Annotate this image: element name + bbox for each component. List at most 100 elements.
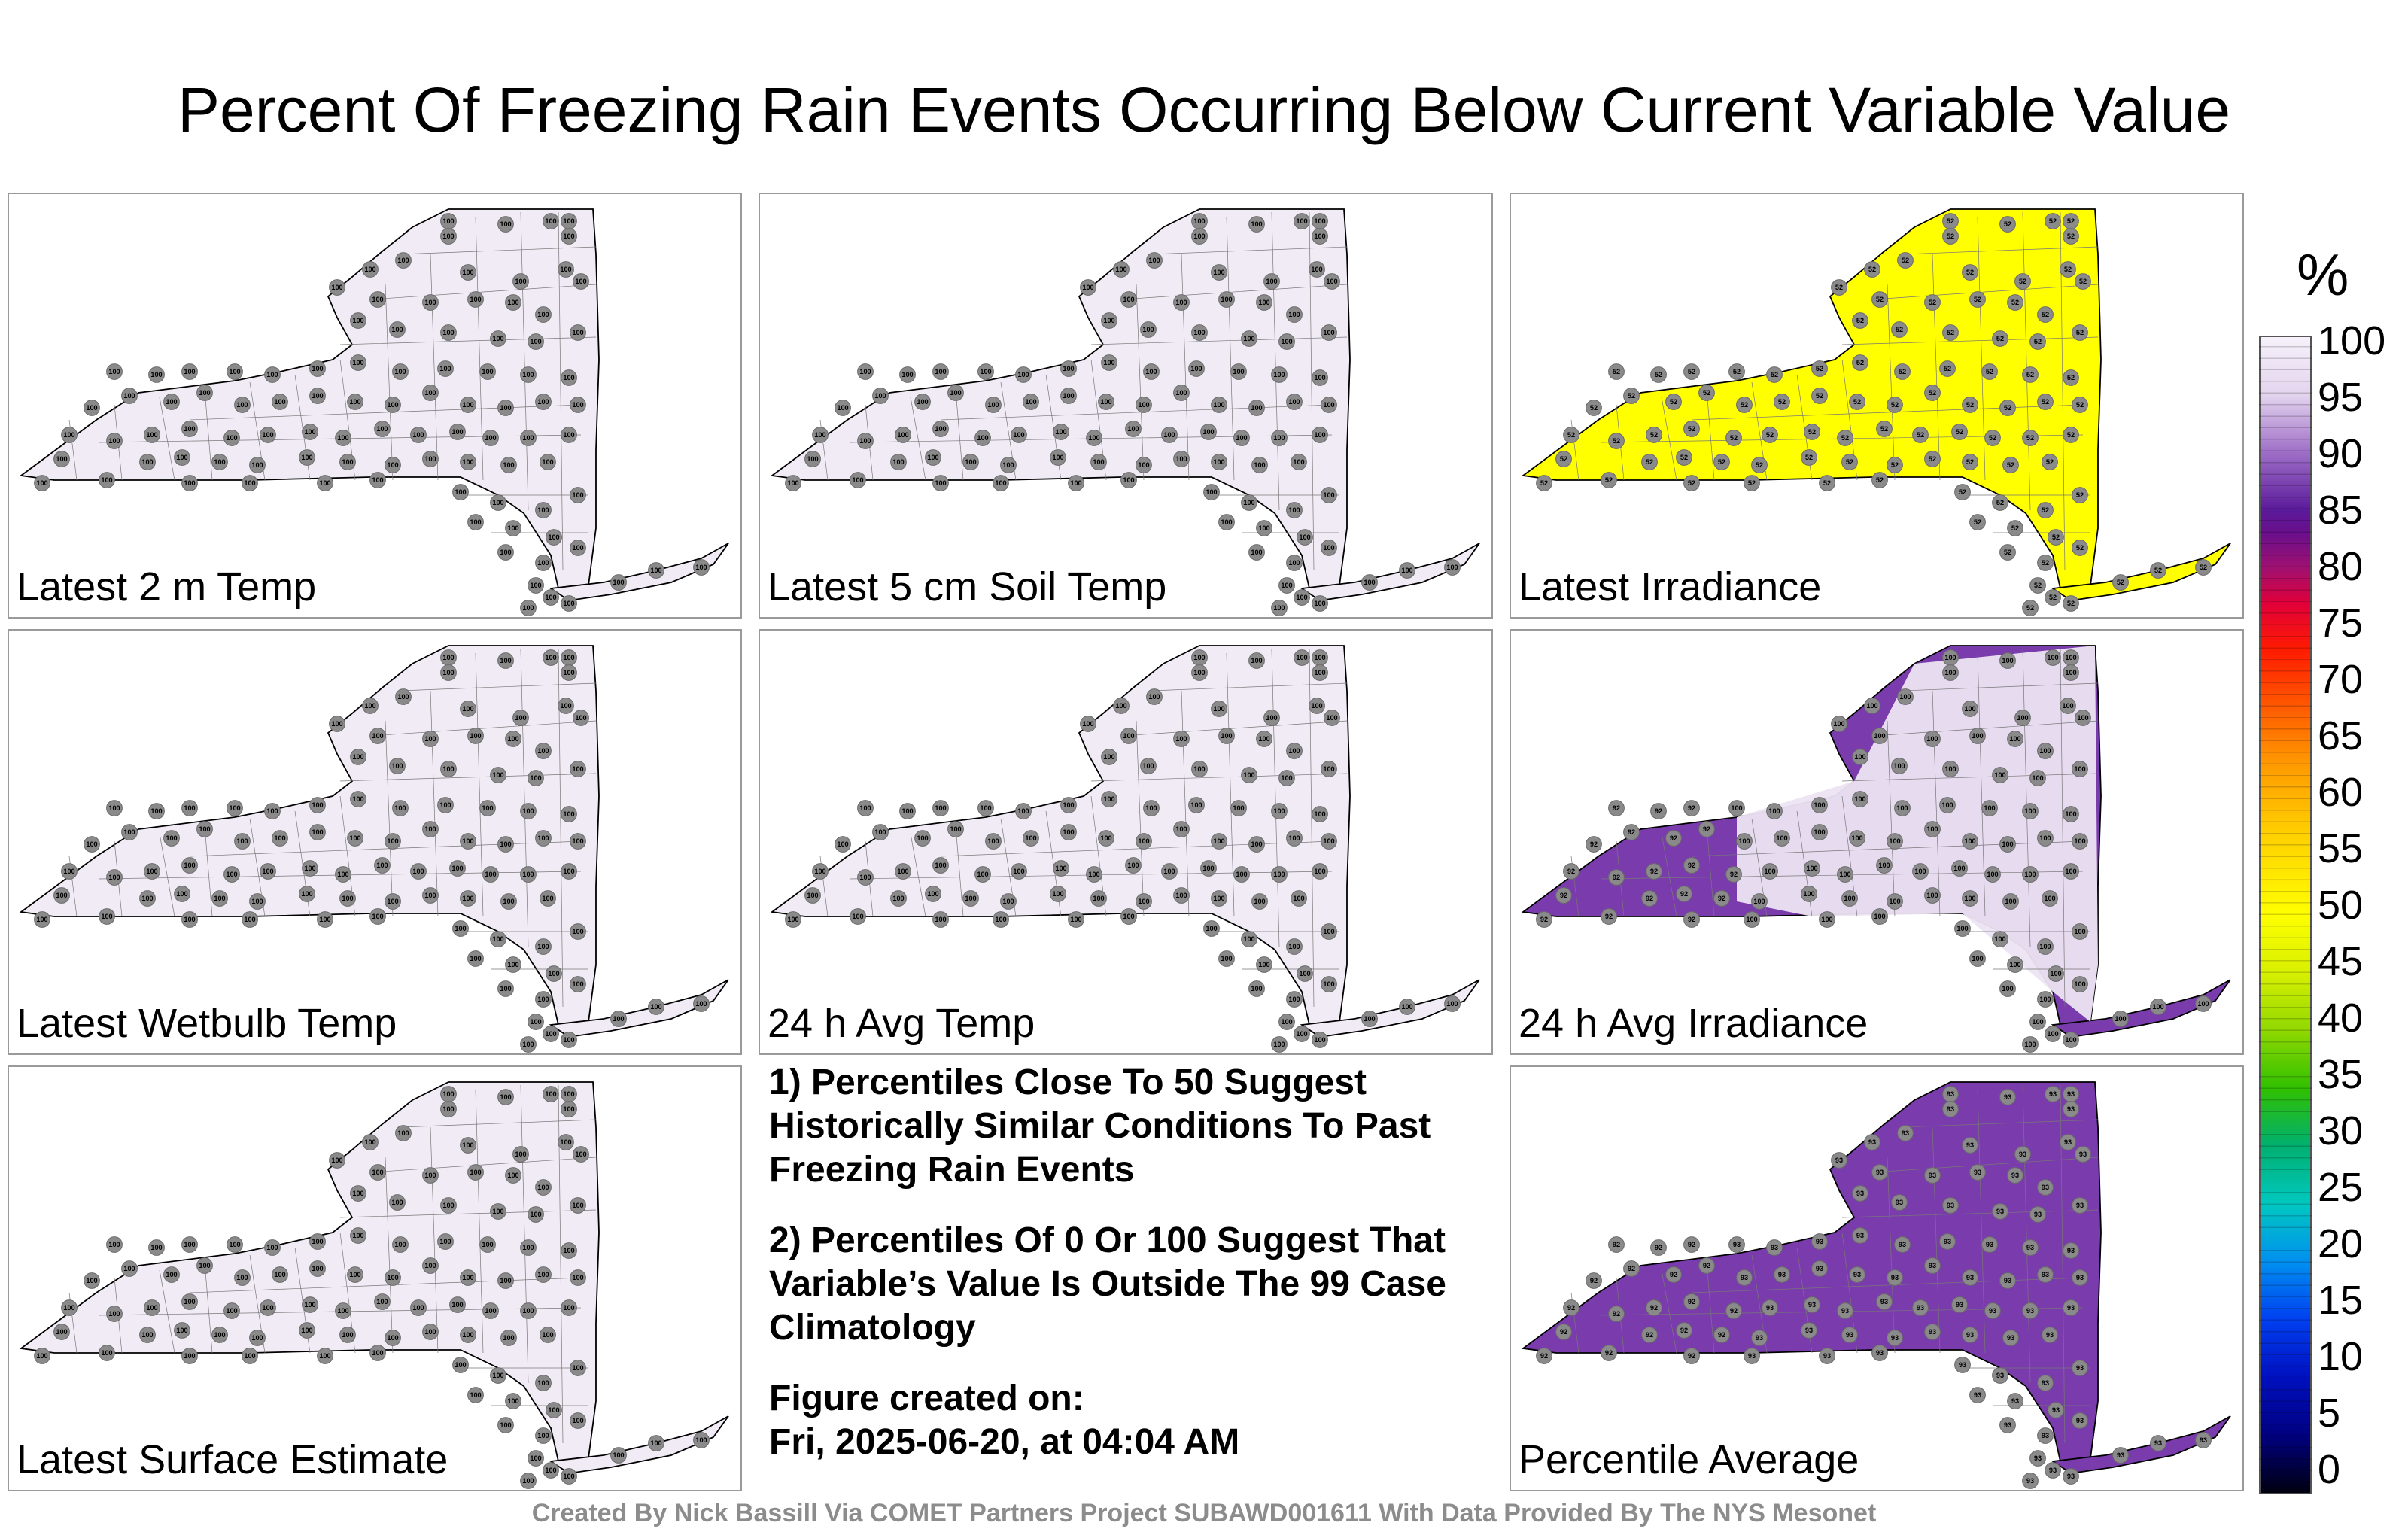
station-value: 93 (1808, 1301, 1816, 1309)
station-marker: 100 (2045, 649, 2061, 666)
station-marker: 100 (561, 1086, 577, 1102)
station-marker: 100 (84, 400, 100, 416)
station-value: 52 (1966, 401, 1974, 409)
station-value: 100 (387, 1274, 398, 1281)
station-value: 100 (545, 594, 556, 601)
station-marker: 100 (804, 887, 821, 904)
station-marker: 93 (2045, 1462, 2061, 1479)
station-marker: 100 (561, 1468, 577, 1485)
station-marker: 100 (558, 698, 574, 714)
station-value: 52 (1899, 368, 1906, 375)
station-marker: 93 (2037, 1375, 2054, 1391)
station-value: 100 (1288, 943, 1300, 950)
station-marker: 100 (1256, 956, 1272, 973)
station-value: 100 (304, 1301, 315, 1309)
station-value: 100 (1311, 702, 1322, 710)
station-marker: 100 (249, 457, 266, 473)
station-value: 100 (236, 401, 248, 409)
station-value: 100 (123, 392, 135, 400)
station-value: 52 (1703, 389, 1710, 397)
station-value: 52 (1996, 335, 2004, 342)
station-value: 100 (412, 868, 424, 875)
station-marker: 52 (1728, 363, 1745, 380)
station-marker: 100 (139, 890, 156, 907)
station-marker: 92 (1683, 911, 1700, 928)
station-value: 100 (1258, 299, 1269, 306)
station-marker: 100 (467, 514, 484, 530)
station-marker: 100 (528, 1450, 544, 1467)
station-marker: 100 (1125, 421, 1142, 437)
station-value: 100 (166, 834, 177, 842)
station-marker: 100 (272, 394, 288, 410)
station-value: 100 (1082, 720, 1093, 728)
station-marker: 100 (1101, 354, 1117, 371)
station-value: 100 (146, 1304, 157, 1312)
station-value: 100 (575, 714, 586, 722)
station-marker: 100 (985, 397, 1002, 413)
station-value: 100 (364, 266, 375, 273)
station-marker: 100 (1309, 698, 1325, 714)
station-marker: 100 (540, 890, 556, 907)
station-value: 100 (1213, 269, 1224, 276)
station-value: 100 (372, 296, 383, 303)
station-value: 100 (1446, 1000, 1458, 1008)
county-line (204, 1262, 213, 1354)
station-marker: 100 (543, 649, 559, 666)
station-value: 100 (500, 1421, 511, 1429)
station-marker: 100 (1852, 791, 1868, 807)
station-value: 100 (1806, 865, 1817, 872)
station-value: 100 (542, 458, 553, 466)
station-value: 100 (892, 895, 904, 902)
station-value: 100 (1013, 431, 1024, 439)
station-value: 100 (424, 299, 436, 306)
station-marker: 100 (850, 472, 866, 488)
station-marker: 100 (1140, 321, 1157, 338)
station-marker: 100 (1271, 430, 1288, 446)
station-value: 93 (2079, 1150, 2087, 1158)
station-value: 100 (2115, 1015, 2126, 1023)
station-marker: 100 (540, 1327, 556, 1343)
station-value: 100 (462, 1274, 473, 1281)
station-value: 100 (1123, 732, 1134, 740)
station-value: 92 (1650, 1304, 1658, 1312)
station-marker: 100 (505, 1167, 521, 1184)
station-marker: 93 (2045, 1086, 2061, 1102)
station-value: 100 (342, 895, 353, 902)
station-marker: 100 (512, 1146, 529, 1163)
station-value: 100 (522, 807, 534, 815)
station-marker: 100 (1230, 363, 1247, 380)
station-value: 100 (108, 804, 120, 812)
station-marker: 100 (520, 1036, 537, 1053)
station-value: 100 (1138, 837, 1149, 845)
station-marker: 52 (1766, 366, 1783, 383)
station-value: 100 (492, 335, 503, 342)
station-marker: 92 (1555, 887, 1572, 904)
station-marker: 100 (2037, 743, 2054, 759)
station-value: 100 (1175, 825, 1187, 833)
station-marker: 100 (392, 363, 409, 380)
station-value: 100 (1243, 935, 1254, 943)
station-value: 52 (1929, 299, 1936, 306)
station-marker: 100 (422, 1167, 439, 1184)
station-marker: 100 (1086, 866, 1102, 883)
station-marker: 92 (1665, 1266, 1682, 1283)
station-value: 100 (1055, 865, 1066, 872)
station-value: 52 (1917, 431, 1924, 439)
station-value: 100 (244, 479, 255, 487)
station-marker: 100 (1286, 394, 1303, 410)
station-marker: 100 (34, 1348, 50, 1364)
station-value: 100 (274, 834, 285, 842)
station-value: 100 (837, 840, 848, 848)
station-marker: 100 (2112, 1011, 2129, 1027)
station-marker: 100 (1321, 833, 1337, 850)
station-marker: 52 (1713, 454, 1730, 470)
station-value: 100 (507, 735, 518, 743)
station-marker: 100 (440, 1197, 457, 1214)
note-1: 1) Percentiles Close To 50 Suggest Histo… (769, 1062, 1431, 1190)
station-value: 92 (1730, 1307, 1738, 1315)
station-marker: 100 (1098, 830, 1114, 847)
station-marker: 100 (1751, 893, 1768, 910)
station-value: 100 (1296, 217, 1307, 225)
station-value: 52 (1856, 359, 1864, 366)
station-value: 93 (1853, 1271, 1861, 1278)
